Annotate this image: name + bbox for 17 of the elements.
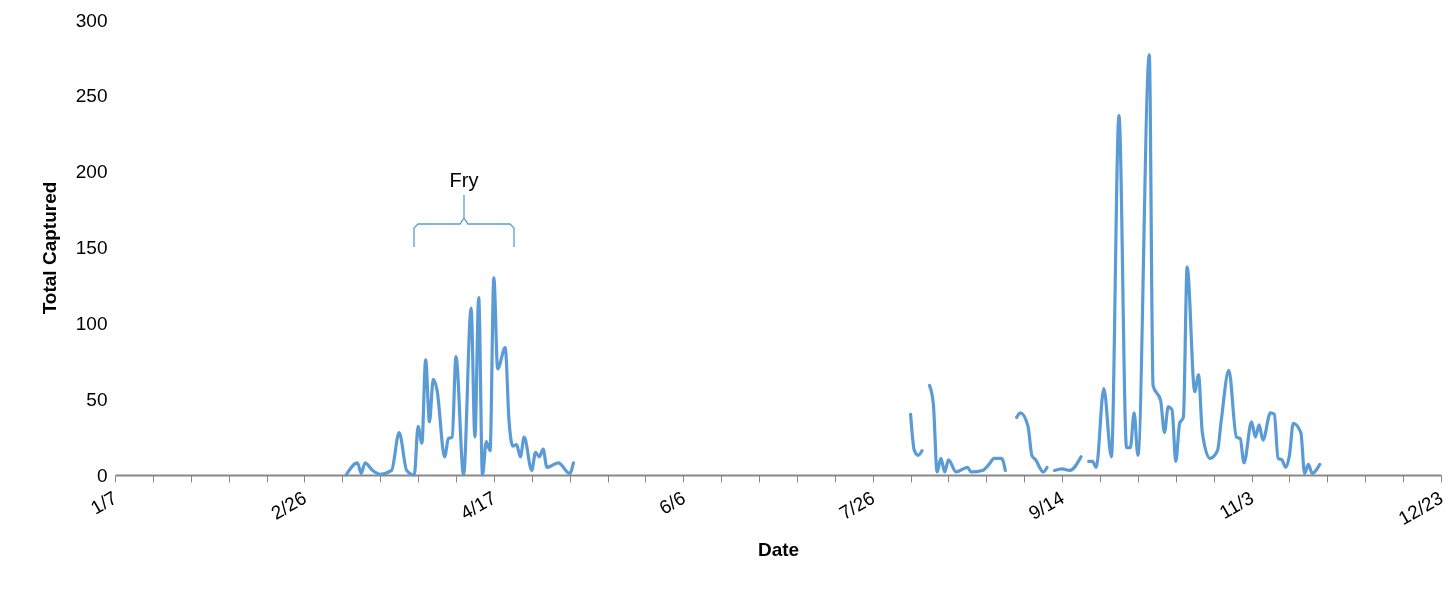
y-tick-label: 250 [75, 85, 108, 107]
y-tick-label: 100 [75, 312, 108, 334]
y-tick-label: 0 [96, 464, 108, 486]
x-tick-label: 9/14 [1025, 486, 1069, 524]
y-tick-label: 50 [86, 388, 108, 410]
x-tick-label: 4/17 [456, 486, 500, 524]
y-tick-label: 150 [75, 237, 108, 258]
x-tick-label: 2/26 [267, 486, 310, 524]
x-tick-label: 6/6 [655, 486, 689, 519]
annotation: Fry [449, 169, 479, 191]
x-tick-label: 11/3 [1215, 486, 1258, 523]
x-tick-label: 7/26 [835, 486, 879, 524]
x-axis-title: Date [757, 538, 800, 560]
x-tick-label: 1/7 [87, 486, 121, 519]
y-tick-label: 300 [75, 9, 108, 31]
y-axis-title: Total Captured [38, 181, 60, 315]
y-tick-label: 200 [75, 161, 108, 183]
